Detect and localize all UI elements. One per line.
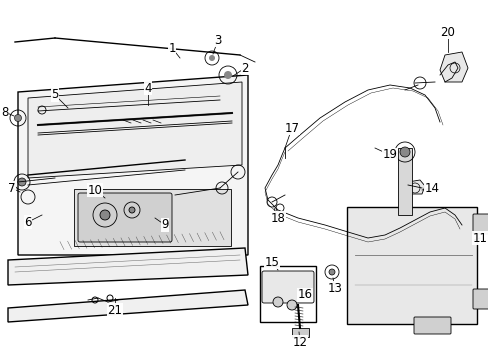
Circle shape (328, 269, 334, 275)
FancyBboxPatch shape (413, 317, 450, 334)
Text: 19: 19 (382, 148, 397, 162)
Text: 4: 4 (144, 81, 151, 94)
Text: 17: 17 (284, 122, 299, 135)
Text: 18: 18 (270, 211, 285, 225)
Text: 14: 14 (424, 181, 439, 194)
FancyBboxPatch shape (262, 271, 313, 303)
Text: 15: 15 (264, 256, 279, 269)
Circle shape (208, 55, 215, 61)
FancyBboxPatch shape (472, 214, 488, 234)
Text: 12: 12 (292, 336, 307, 348)
Text: 3: 3 (214, 33, 221, 46)
Text: 10: 10 (87, 184, 102, 197)
Text: 21: 21 (107, 303, 122, 316)
Circle shape (286, 300, 296, 310)
Polygon shape (8, 290, 247, 322)
Circle shape (399, 147, 409, 157)
Text: 20: 20 (440, 26, 454, 39)
Text: 7: 7 (8, 181, 16, 194)
FancyBboxPatch shape (260, 266, 315, 322)
Polygon shape (18, 75, 247, 255)
Text: 13: 13 (327, 282, 342, 294)
Polygon shape (397, 148, 411, 215)
Text: 9: 9 (161, 219, 168, 231)
Text: 6: 6 (24, 216, 32, 229)
Text: 1: 1 (168, 41, 175, 54)
Polygon shape (28, 82, 242, 178)
Circle shape (100, 210, 110, 220)
Text: 8: 8 (1, 105, 9, 118)
Text: 2: 2 (241, 62, 248, 75)
FancyBboxPatch shape (346, 207, 476, 324)
Polygon shape (8, 248, 247, 285)
FancyBboxPatch shape (78, 193, 172, 242)
FancyBboxPatch shape (74, 189, 230, 246)
Text: 5: 5 (51, 89, 59, 102)
Circle shape (129, 207, 135, 213)
FancyBboxPatch shape (291, 328, 308, 337)
Text: 16: 16 (297, 288, 312, 302)
Polygon shape (439, 52, 467, 82)
FancyBboxPatch shape (472, 289, 488, 309)
Circle shape (18, 178, 26, 186)
Text: 11: 11 (471, 231, 487, 244)
Circle shape (224, 71, 231, 79)
Polygon shape (407, 180, 424, 194)
Circle shape (15, 114, 21, 122)
Circle shape (272, 297, 283, 307)
